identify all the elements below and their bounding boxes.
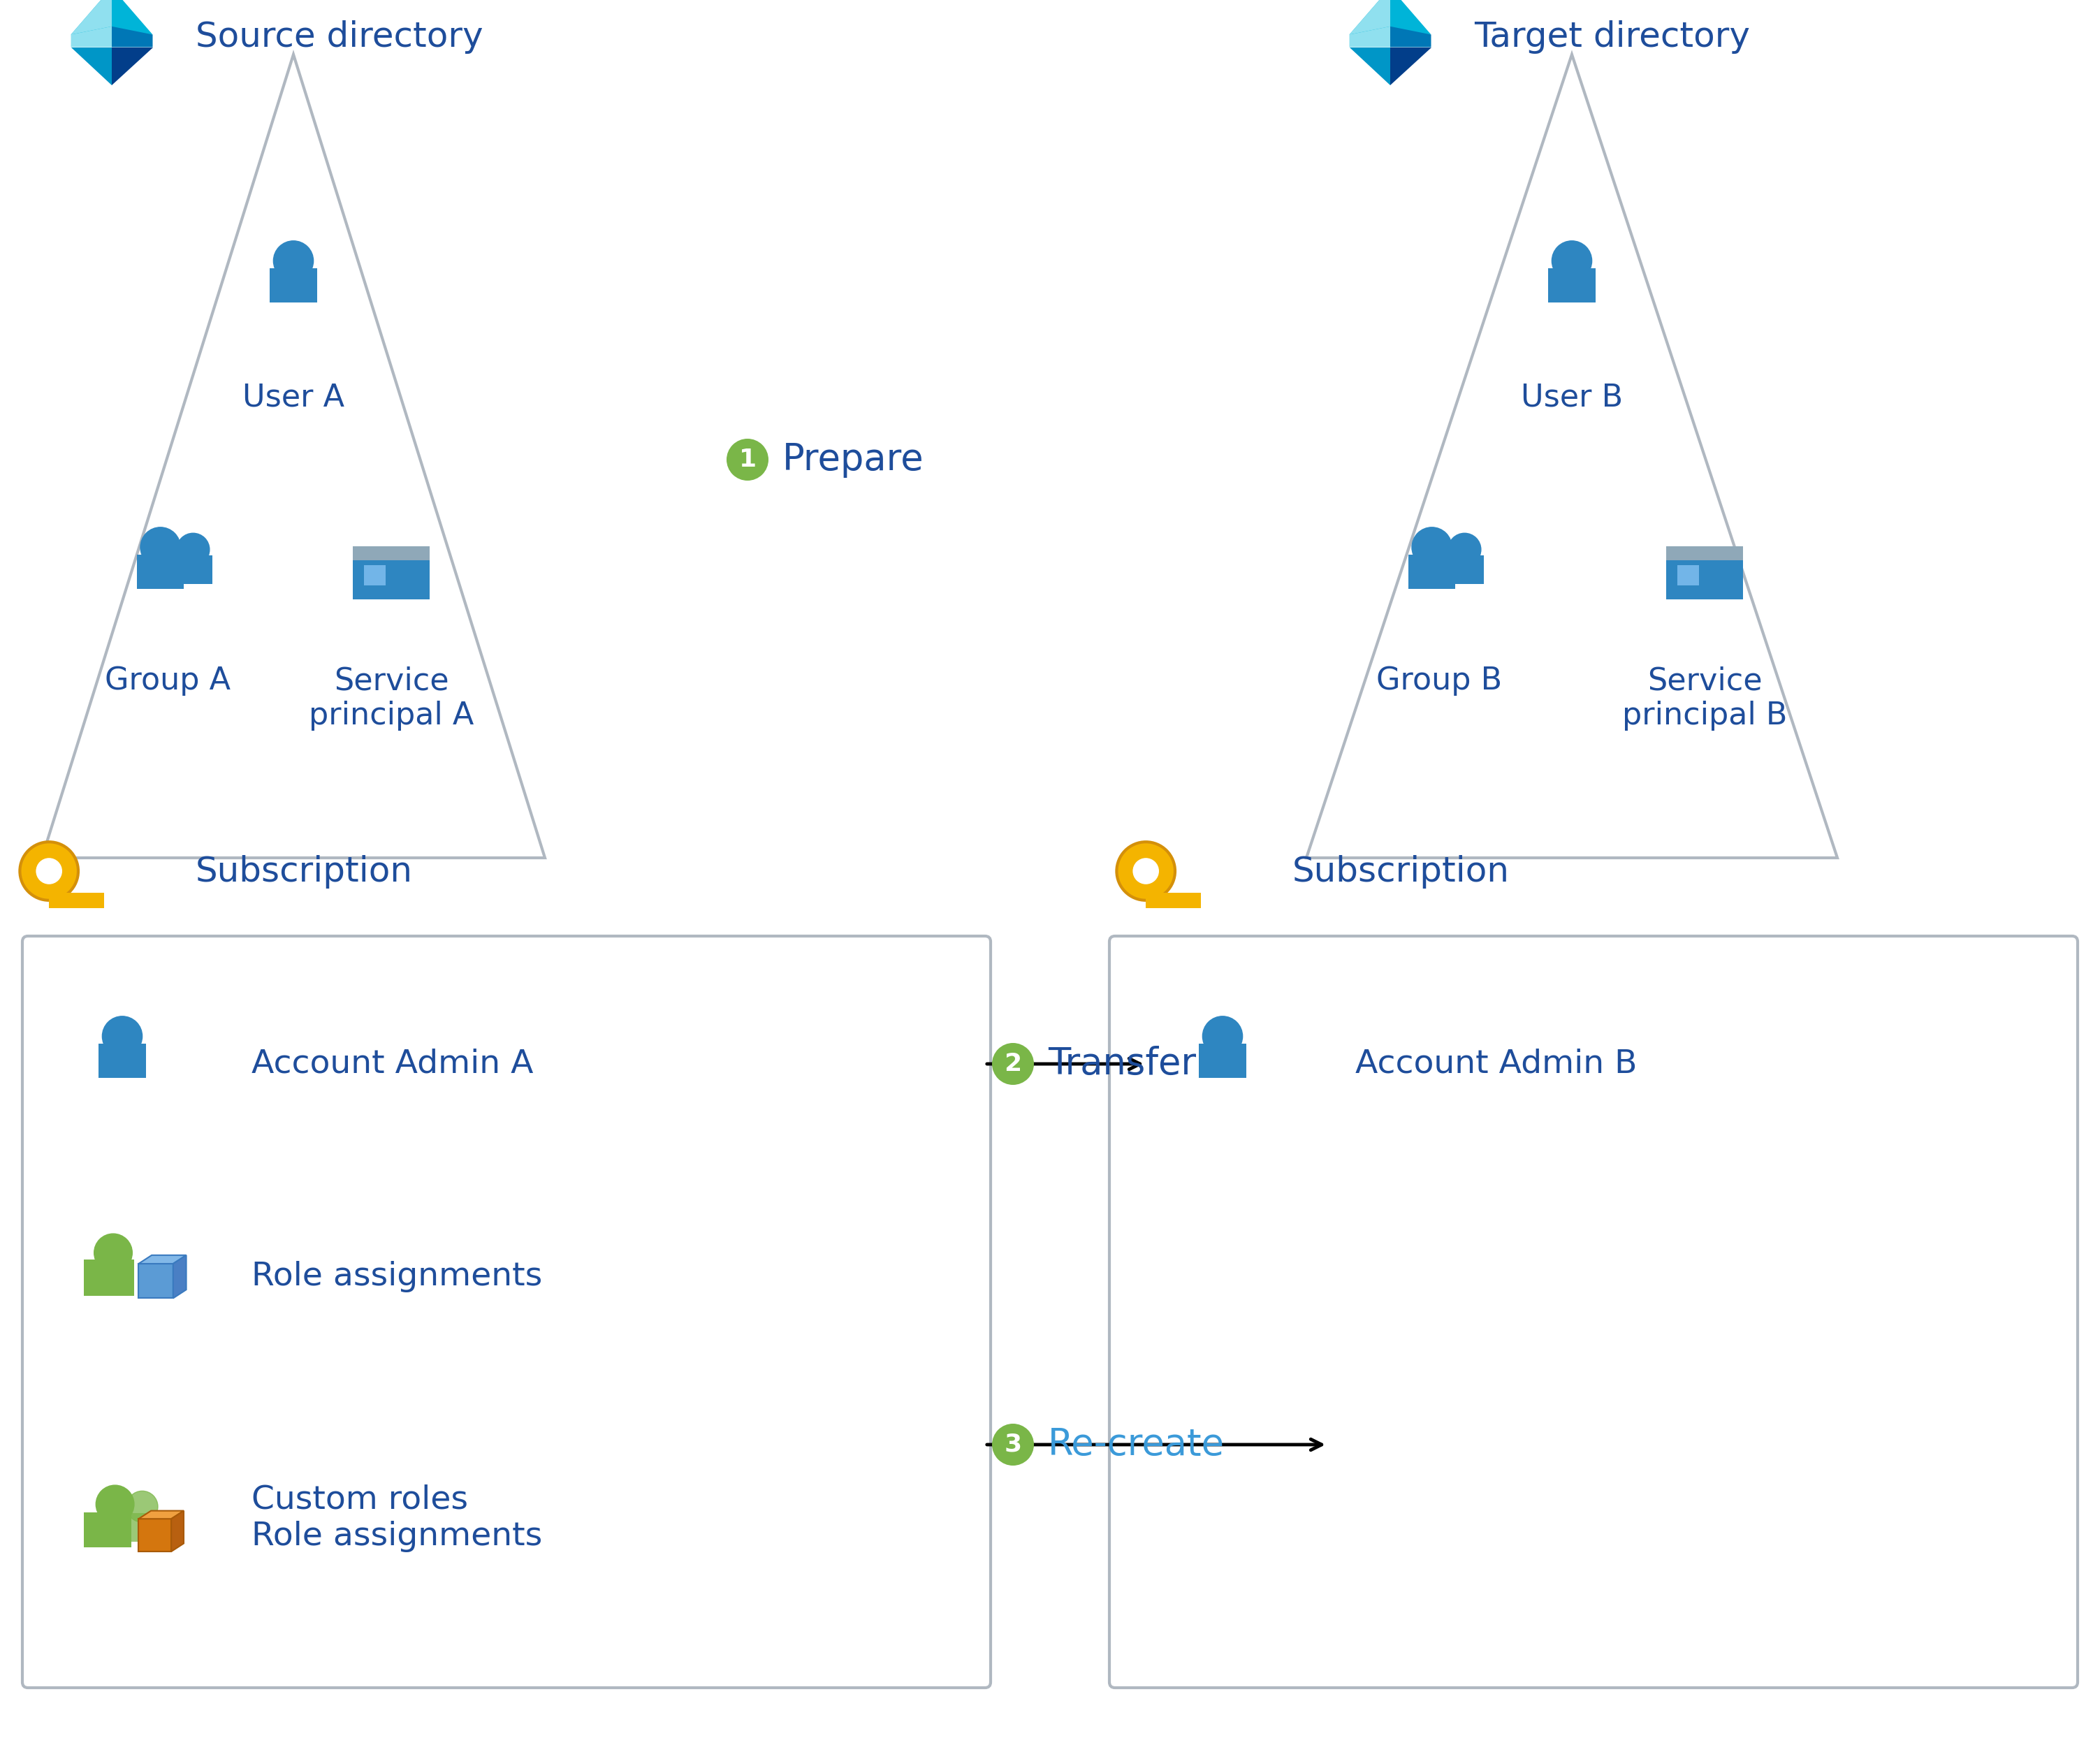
- Text: Subscription: Subscription: [1292, 855, 1510, 888]
- Polygon shape: [71, 47, 111, 84]
- Polygon shape: [1390, 26, 1430, 47]
- FancyBboxPatch shape: [84, 1260, 134, 1295]
- Text: Group B: Group B: [1376, 666, 1502, 696]
- FancyBboxPatch shape: [1665, 547, 1743, 562]
- FancyBboxPatch shape: [363, 564, 386, 585]
- Polygon shape: [1350, 47, 1390, 84]
- FancyBboxPatch shape: [1109, 936, 2077, 1687]
- FancyBboxPatch shape: [90, 894, 101, 908]
- FancyBboxPatch shape: [1678, 564, 1699, 585]
- Polygon shape: [139, 1510, 183, 1519]
- Text: Service
principal B: Service principal B: [1621, 666, 1787, 731]
- FancyBboxPatch shape: [113, 1514, 153, 1542]
- Circle shape: [176, 533, 210, 566]
- Text: Service
principal A: Service principal A: [309, 666, 475, 731]
- Text: Group A: Group A: [105, 666, 231, 696]
- Text: 3: 3: [1004, 1433, 1023, 1456]
- Text: 2: 2: [1004, 1051, 1023, 1076]
- FancyBboxPatch shape: [353, 561, 431, 599]
- FancyBboxPatch shape: [1445, 555, 1485, 583]
- Circle shape: [273, 240, 313, 280]
- Text: Subscription: Subscription: [195, 855, 414, 888]
- FancyBboxPatch shape: [84, 1512, 132, 1547]
- Polygon shape: [71, 0, 111, 35]
- FancyBboxPatch shape: [99, 1044, 145, 1077]
- Polygon shape: [71, 26, 111, 47]
- Polygon shape: [111, 26, 153, 47]
- Text: Account Admin A: Account Admin A: [252, 1048, 533, 1079]
- Text: Prepare: Prepare: [783, 442, 924, 478]
- Circle shape: [1132, 858, 1159, 885]
- Circle shape: [94, 1233, 132, 1272]
- FancyBboxPatch shape: [1186, 894, 1199, 908]
- Text: Target directory: Target directory: [1474, 21, 1749, 54]
- Circle shape: [1203, 1016, 1243, 1056]
- FancyBboxPatch shape: [139, 1519, 172, 1552]
- FancyBboxPatch shape: [174, 555, 212, 583]
- Polygon shape: [1390, 47, 1430, 84]
- FancyBboxPatch shape: [1409, 554, 1455, 589]
- FancyBboxPatch shape: [23, 936, 991, 1687]
- FancyBboxPatch shape: [269, 268, 317, 303]
- Circle shape: [1449, 533, 1480, 566]
- Polygon shape: [1350, 26, 1390, 47]
- Circle shape: [991, 1042, 1033, 1084]
- Circle shape: [1117, 843, 1176, 901]
- Circle shape: [991, 1424, 1033, 1466]
- Circle shape: [19, 843, 78, 901]
- FancyBboxPatch shape: [139, 1263, 172, 1298]
- Circle shape: [103, 1016, 143, 1056]
- Text: 1: 1: [739, 449, 756, 471]
- Text: Account Admin B: Account Admin B: [1355, 1048, 1638, 1079]
- Circle shape: [126, 1491, 158, 1522]
- Text: Custom roles
Role assignments: Custom roles Role assignments: [252, 1484, 542, 1552]
- Text: Source directory: Source directory: [195, 21, 483, 54]
- FancyBboxPatch shape: [1147, 892, 1201, 908]
- FancyBboxPatch shape: [137, 554, 185, 589]
- Text: User A: User A: [242, 384, 344, 413]
- Circle shape: [727, 438, 769, 480]
- Text: Transfer: Transfer: [1048, 1046, 1197, 1083]
- FancyBboxPatch shape: [48, 892, 105, 908]
- Polygon shape: [139, 1254, 187, 1263]
- FancyBboxPatch shape: [353, 547, 431, 562]
- Polygon shape: [1350, 0, 1390, 35]
- Circle shape: [1552, 240, 1592, 280]
- FancyBboxPatch shape: [1665, 561, 1743, 599]
- Polygon shape: [1350, 0, 1430, 35]
- FancyBboxPatch shape: [1172, 899, 1180, 908]
- Text: Re-create: Re-create: [1048, 1426, 1224, 1463]
- FancyBboxPatch shape: [76, 899, 84, 908]
- Circle shape: [1411, 527, 1451, 568]
- Polygon shape: [172, 1254, 187, 1298]
- Circle shape: [36, 858, 63, 885]
- Text: Role assignments: Role assignments: [252, 1261, 542, 1293]
- Text: User B: User B: [1520, 384, 1623, 413]
- Circle shape: [97, 1486, 134, 1522]
- FancyBboxPatch shape: [1199, 1044, 1245, 1077]
- Polygon shape: [172, 1510, 183, 1552]
- Circle shape: [141, 527, 181, 568]
- Polygon shape: [111, 47, 153, 84]
- FancyBboxPatch shape: [1548, 268, 1596, 303]
- Polygon shape: [71, 0, 153, 35]
